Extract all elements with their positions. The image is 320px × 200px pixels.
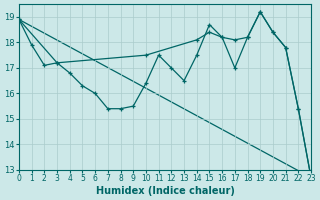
X-axis label: Humidex (Indice chaleur): Humidex (Indice chaleur): [96, 186, 235, 196]
